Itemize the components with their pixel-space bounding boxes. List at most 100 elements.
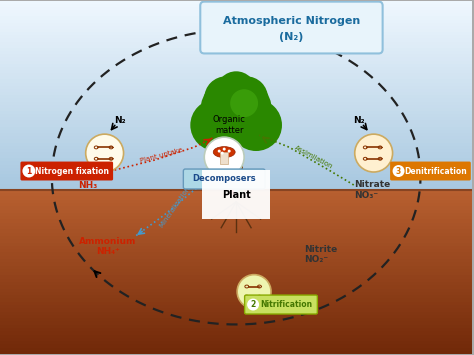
Bar [0, 282, 472, 285]
Bar [0, 193, 472, 196]
Bar [0, 23, 472, 26]
Bar [0, 275, 472, 279]
FancyBboxPatch shape [390, 162, 471, 180]
Text: Nitrogen fixation: Nitrogen fixation [35, 166, 109, 175]
Circle shape [201, 75, 272, 147]
Bar [0, 89, 472, 92]
Bar [0, 209, 472, 213]
Bar [0, 165, 472, 168]
Text: Mineralization: Mineralization [158, 185, 191, 229]
Bar [0, 1, 472, 4]
Text: Ammonium
NH₄⁺: Ammonium NH₄⁺ [79, 237, 137, 256]
Bar [0, 152, 472, 155]
Circle shape [86, 134, 124, 172]
Text: N₂: N₂ [353, 116, 365, 125]
Bar [0, 262, 472, 266]
Bar [0, 256, 472, 259]
Bar [220, 152, 228, 164]
Bar [0, 58, 472, 61]
Circle shape [247, 299, 259, 311]
Bar [0, 252, 472, 256]
Bar [0, 200, 472, 203]
Bar [0, 236, 472, 239]
Bar [0, 70, 472, 73]
Bar [0, 10, 472, 13]
Bar [0, 118, 472, 120]
Bar [0, 196, 472, 200]
Bar [0, 155, 472, 158]
Bar [0, 114, 472, 118]
Bar [0, 45, 472, 48]
Text: 3: 3 [396, 166, 401, 175]
Circle shape [224, 76, 268, 120]
Bar [0, 168, 472, 171]
Circle shape [218, 149, 221, 153]
Text: Nitrification: Nitrification [260, 300, 312, 309]
Bar [0, 29, 472, 32]
Text: Denitrification: Denitrification [404, 166, 467, 175]
Bar [0, 86, 472, 89]
FancyBboxPatch shape [245, 295, 318, 314]
Bar [0, 140, 472, 143]
Bar [0, 7, 472, 10]
Bar [0, 292, 472, 295]
Bar [0, 177, 472, 180]
Bar [0, 187, 472, 190]
Bar [0, 219, 472, 223]
Bar [0, 213, 472, 216]
Bar [0, 348, 472, 351]
Text: Ammonia
NH₃: Ammonia NH₃ [64, 170, 111, 190]
Bar [0, 13, 472, 16]
Bar [0, 338, 472, 341]
Bar [229, 148, 243, 188]
Bar [0, 80, 472, 83]
Bar [0, 108, 472, 111]
Text: Nitrite
NO₂⁻: Nitrite NO₂⁻ [304, 245, 337, 264]
Text: Nitrate
NO₃⁻: Nitrate NO₃⁻ [354, 180, 390, 200]
Bar [0, 229, 472, 233]
FancyBboxPatch shape [183, 169, 265, 189]
Circle shape [221, 152, 224, 154]
Bar [0, 133, 472, 136]
Text: Plant: Plant [222, 190, 251, 200]
Bar [0, 42, 472, 45]
Bar [0, 92, 472, 95]
Bar [0, 246, 472, 249]
Bar [0, 184, 472, 187]
Circle shape [223, 148, 226, 151]
Circle shape [230, 89, 258, 117]
Bar [0, 242, 472, 246]
Bar [0, 335, 472, 338]
Bar [0, 322, 472, 325]
Text: N₂: N₂ [114, 116, 126, 125]
Bar [0, 111, 472, 114]
Text: Atmospheric Nitrogen: Atmospheric Nitrogen [223, 16, 360, 26]
Bar [0, 76, 472, 80]
Bar [0, 51, 472, 54]
Text: Plant uptake: Plant uptake [139, 147, 183, 164]
Text: 2: 2 [250, 300, 255, 309]
Bar [0, 249, 472, 252]
Bar [0, 73, 472, 76]
Bar [0, 171, 472, 174]
Bar [0, 206, 472, 209]
Bar [0, 143, 472, 146]
Bar [0, 83, 472, 86]
Bar [0, 272, 472, 275]
Bar [0, 36, 472, 38]
Circle shape [392, 165, 404, 177]
Circle shape [191, 99, 242, 151]
Circle shape [22, 165, 36, 178]
Bar [0, 158, 472, 162]
Circle shape [204, 137, 244, 177]
FancyBboxPatch shape [201, 2, 383, 54]
Bar [0, 98, 472, 102]
Bar [0, 190, 472, 193]
Bar [0, 61, 472, 64]
Bar [0, 269, 472, 272]
Bar [0, 279, 472, 282]
Bar [0, 223, 472, 226]
Bar [0, 344, 472, 348]
Bar [0, 318, 472, 322]
Bar [0, 331, 472, 335]
